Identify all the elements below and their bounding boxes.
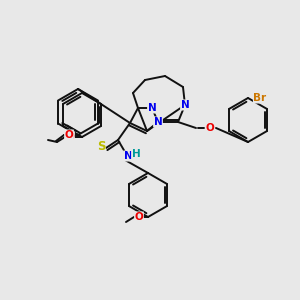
Text: N: N bbox=[181, 100, 189, 110]
Text: Br: Br bbox=[254, 93, 267, 103]
Text: O: O bbox=[66, 132, 74, 142]
Text: N: N bbox=[124, 151, 132, 161]
Text: N: N bbox=[148, 103, 156, 113]
Text: N: N bbox=[154, 117, 162, 127]
Text: O: O bbox=[64, 130, 74, 140]
Text: O: O bbox=[135, 212, 143, 222]
Text: O: O bbox=[206, 123, 214, 133]
Text: S: S bbox=[97, 140, 105, 154]
Text: H: H bbox=[132, 149, 140, 159]
